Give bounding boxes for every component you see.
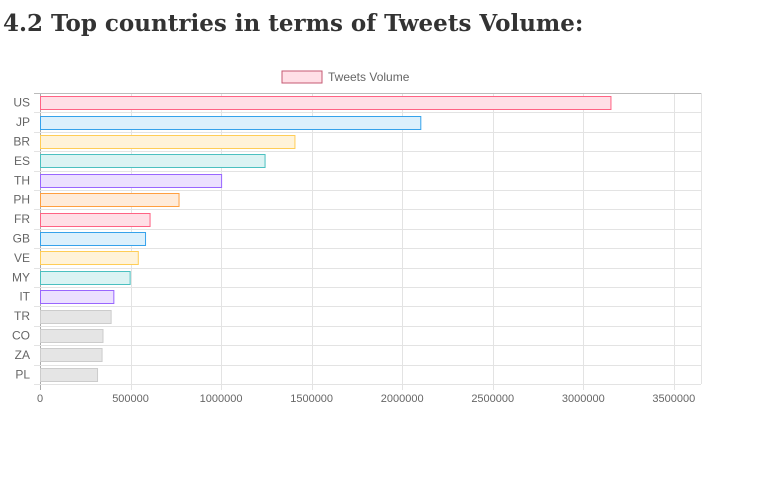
y-category-label: JP (16, 115, 30, 129)
y-category-label: TH (14, 173, 30, 187)
y-category-label: PH (13, 193, 30, 207)
y-axis-labels: US JP BR ES TH PH FR GB VE MY IT TR CO ZA PL (12, 96, 31, 382)
y-category-label: VE (14, 251, 30, 265)
bar-fr (40, 213, 151, 227)
x-tick-label: 3000000 (562, 393, 605, 405)
bar-my (40, 271, 131, 285)
y-category-label: ES (14, 154, 30, 168)
y-category-label: US (13, 96, 30, 110)
x-tick-label: 0 (37, 393, 43, 405)
bar-ve (40, 251, 139, 265)
y-category-label: GB (13, 232, 30, 246)
bar-us (40, 96, 612, 110)
bar-jp (40, 116, 422, 130)
y-category-label: IT (19, 290, 30, 304)
x-tick-label: 500000 (112, 393, 149, 405)
y-category-label: BR (13, 135, 30, 149)
y-category-label: PL (15, 367, 30, 381)
y-category-label: CO (12, 329, 30, 343)
x-tick-label: 1500000 (290, 393, 333, 405)
bar-it (40, 290, 115, 304)
bar-br (40, 135, 296, 149)
chart-legend[interactable]: Tweets Volume (281, 70, 410, 84)
x-axis-labels: 0 500000 1000000 1500000 2000000 2500000 30000… (37, 393, 695, 405)
bar-th (40, 174, 223, 188)
bar-gb (40, 232, 147, 246)
bar-za (40, 348, 103, 362)
y-category-label: ZA (15, 348, 30, 362)
bar-co (40, 329, 104, 343)
legend-swatch (281, 70, 323, 84)
bar-ph (40, 193, 180, 207)
bar-tr (40, 310, 112, 324)
y-category-label: FR (14, 212, 30, 226)
x-tick-label: 3500000 (652, 393, 695, 405)
page-heading: 4.2 Top countries in terms of Tweets Vol… (3, 10, 584, 37)
x-tick-label: 2500000 (471, 393, 514, 405)
y-category-label: TR (14, 309, 30, 323)
bar-pl (40, 368, 99, 382)
chart-bars (40, 96, 612, 382)
bar-es (40, 154, 266, 168)
x-tick-label: 1000000 (200, 393, 243, 405)
x-tick-label: 2000000 (381, 393, 424, 405)
y-category-label: MY (12, 270, 30, 284)
legend-label: Tweets Volume (328, 70, 410, 84)
